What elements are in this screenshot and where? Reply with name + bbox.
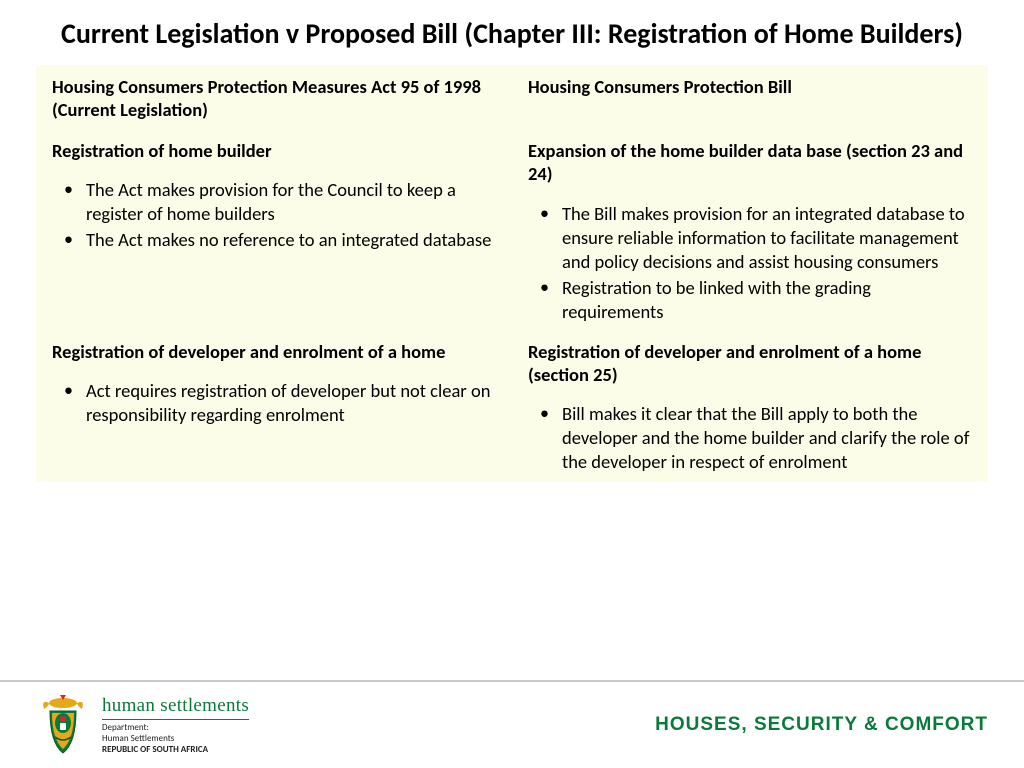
table-row: Registration of developer and enrolment …: [36, 332, 988, 482]
department-subtitle: Department: Human Settlements REPUBLIC O…: [102, 722, 249, 756]
bullet-item: Bill makes it clear that the Bill apply …: [536, 402, 972, 474]
bullet-list: The Act makes provision for the Council …: [52, 178, 496, 252]
dept-line: Human Settlements: [102, 733, 174, 744]
cell-left: Registration of home builder The Act mak…: [36, 131, 512, 331]
department-block: human settlements Department: Human Sett…: [102, 695, 249, 756]
column-header-left: Housing Consumers Protection Measures Ac…: [36, 65, 512, 131]
column-header-right: Housing Consumers Protection Bill: [512, 65, 988, 131]
bullet-item: The Act makes provision for the Council …: [60, 178, 496, 226]
bullet-list: Act requires registration of developer b…: [52, 379, 496, 427]
bullet-item: The Act makes no reference to an integra…: [60, 228, 496, 252]
section-heading: Registration of developer and enrolment …: [52, 340, 496, 363]
bullet-list: The Bill makes provision for an integrat…: [528, 202, 972, 324]
coat-of-arms-icon: [36, 695, 90, 755]
table-header-row: Housing Consumers Protection Measures Ac…: [36, 65, 988, 131]
slide-footer: human settlements Department: Human Sett…: [0, 680, 1024, 768]
table-row: Registration of home builder The Act mak…: [36, 131, 988, 331]
bullet-item: Act requires registration of developer b…: [60, 379, 496, 427]
dept-line: REPUBLIC OF SOUTH AFRICA: [102, 744, 208, 755]
bullet-list: Bill makes it clear that the Bill apply …: [528, 402, 972, 474]
footer-tagline: HOUSES, SECURITY & COMFORT: [655, 714, 988, 736]
slide-content: Current Legislation v Proposed Bill (Cha…: [0, 0, 1024, 482]
section-heading: Registration of developer and enrolment …: [528, 340, 972, 386]
slide-title: Current Legislation v Proposed Bill (Cha…: [36, 16, 988, 51]
bullet-item: Registration to be linked with the gradi…: [536, 276, 972, 324]
department-title: human settlements: [102, 695, 249, 720]
cell-right: Expansion of the home builder data base …: [512, 131, 988, 331]
cell-right: Registration of developer and enrolment …: [512, 332, 988, 482]
section-heading: Expansion of the home builder data base …: [528, 139, 972, 185]
bullet-item: The Bill makes provision for an integrat…: [536, 202, 972, 274]
section-heading: Registration of home builder: [52, 139, 496, 162]
comparison-table: Housing Consumers Protection Measures Ac…: [36, 65, 988, 482]
footer-left: human settlements Department: Human Sett…: [36, 695, 249, 756]
dept-line: Department:: [102, 722, 149, 733]
cell-left: Registration of developer and enrolment …: [36, 332, 512, 482]
